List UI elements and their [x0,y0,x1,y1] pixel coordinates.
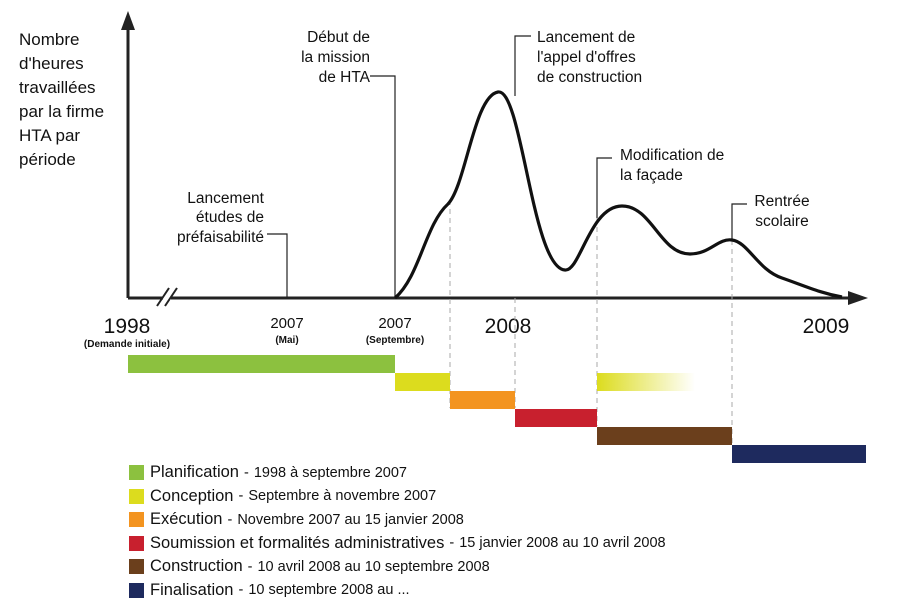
legend-phase-dates: 1998 à septembre 2007 [253,464,407,481]
annotation-line-appel-offres [514,35,531,96]
y-label-line: période [19,150,76,169]
bar-soumission [515,409,597,427]
annotation-prefaisabilite: Lancement études de préfaisabilité [177,190,265,246]
bar-conception [395,373,450,391]
annotation-line-facade [596,157,612,218]
tick-sublabel-mai: (Mai) [275,335,298,346]
annotation-text: la mission [301,49,370,66]
y-label-line: d'heures [19,54,84,73]
annotation-text: de construction [537,69,642,86]
legend-phase-name: Exécution [150,510,223,529]
legend-item-execution: Exécution - Novembre 2007 au 15 janvier … [129,508,666,532]
axis-break-mark [164,287,178,307]
annotation-text: l'appel d'offres [537,49,636,66]
annotation-line-prefaisabilite [267,233,288,298]
annotation-appel-offres: Lancement de l'appel d'offres de constru… [537,29,642,86]
tick-sublabel-1998: (Demande initiale) [84,339,170,350]
annotation-text: Lancement de [537,29,635,46]
bar-conception-fade [597,373,695,391]
tick-sublabel-sept: (Septembre) [366,335,424,346]
legend-item-soumission: Soumission et formalités administratives… [129,532,666,556]
legend-phase-dates: 15 janvier 2008 au 10 avril 2008 [459,535,666,552]
annotation-text: Modification de [620,147,724,164]
tick-label-2008: 2008 [485,315,532,338]
annotation-text: Rentrée [754,193,809,210]
legend: Planification - 1998 à septembre 2007 Co… [129,461,666,602]
legend-phase-dates: 10 avril 2008 au 10 septembre 2008 [257,558,490,575]
tick-label-2007-sept: 2007 [378,315,411,332]
legend-item-finalisation: Finalisation - 10 septembre 2008 au ... [129,579,666,603]
y-axis-label: Nombre d'heures travaillées par la firme… [19,30,104,169]
legend-separator: - [449,535,455,552]
axis-break-mark [156,287,170,307]
legend-separator: - [227,511,233,528]
tick-label-2009: 2009 [803,315,850,338]
x-axis-arrow-icon [848,291,868,305]
legend-swatch [129,559,144,575]
y-label-line: HTA par [19,126,80,145]
annotation-text: Lancement [187,190,264,207]
annotation-text: Début de [307,29,370,46]
legend-separator: - [247,558,253,575]
legend-swatch [129,535,144,551]
legend-swatch [129,582,144,598]
legend-phase-name: Conception [150,486,234,505]
annotation-text: de HTA [319,69,371,86]
legend-item-planification: Planification - 1998 à septembre 2007 [129,461,666,485]
y-axis-arrow-icon [121,11,135,30]
hours-curve [393,90,843,300]
legend-swatch [129,465,144,481]
y-label-line: travaillées [19,78,96,97]
annotation-facade: Modification de la façade [620,147,724,184]
tick-label-2007-mai: 2007 [270,315,303,332]
annotation-line-rentree [731,203,747,240]
legend-swatch [129,512,144,528]
annotation-text: études de [196,209,264,226]
legend-phase-name: Soumission et formalités administratives [150,533,445,552]
annotation-rentree: Rentrée scolaire [754,193,809,230]
legend-separator: - [238,488,244,505]
legend-item-construction: Construction - 10 avril 2008 au 10 septe… [129,555,666,579]
legend-phase-name: Finalisation [150,580,234,599]
legend-phase-name: Construction [150,557,243,576]
legend-separator: - [238,582,244,599]
legend-phase-dates: 10 septembre 2008 au ... [248,582,410,599]
legend-separator: - [243,464,249,481]
annotation-line-debut-mission [370,75,396,298]
legend-item-conception: Conception - Septembre à novembre 2007 [129,485,666,509]
bar-finalisation [732,445,866,463]
annotation-text: la façade [620,167,683,184]
legend-phase-dates: Septembre à novembre 2007 [248,488,437,505]
legend-swatch [129,488,144,504]
y-label-line: Nombre [19,30,79,49]
legend-phase-name: Planification [150,463,239,482]
legend-phase-dates: Novembre 2007 au 15 janvier 2008 [237,511,464,528]
bar-execution [450,391,515,409]
tick-label-1998: 1998 [104,315,151,338]
annotation-text: préfaisabilité [177,229,264,246]
bar-planification [128,355,395,373]
bar-construction [597,427,732,445]
annotation-text: scolaire [755,213,808,230]
y-label-line: par la firme [19,102,104,121]
annotation-debut-mission: Début de la mission de HTA [301,29,371,86]
